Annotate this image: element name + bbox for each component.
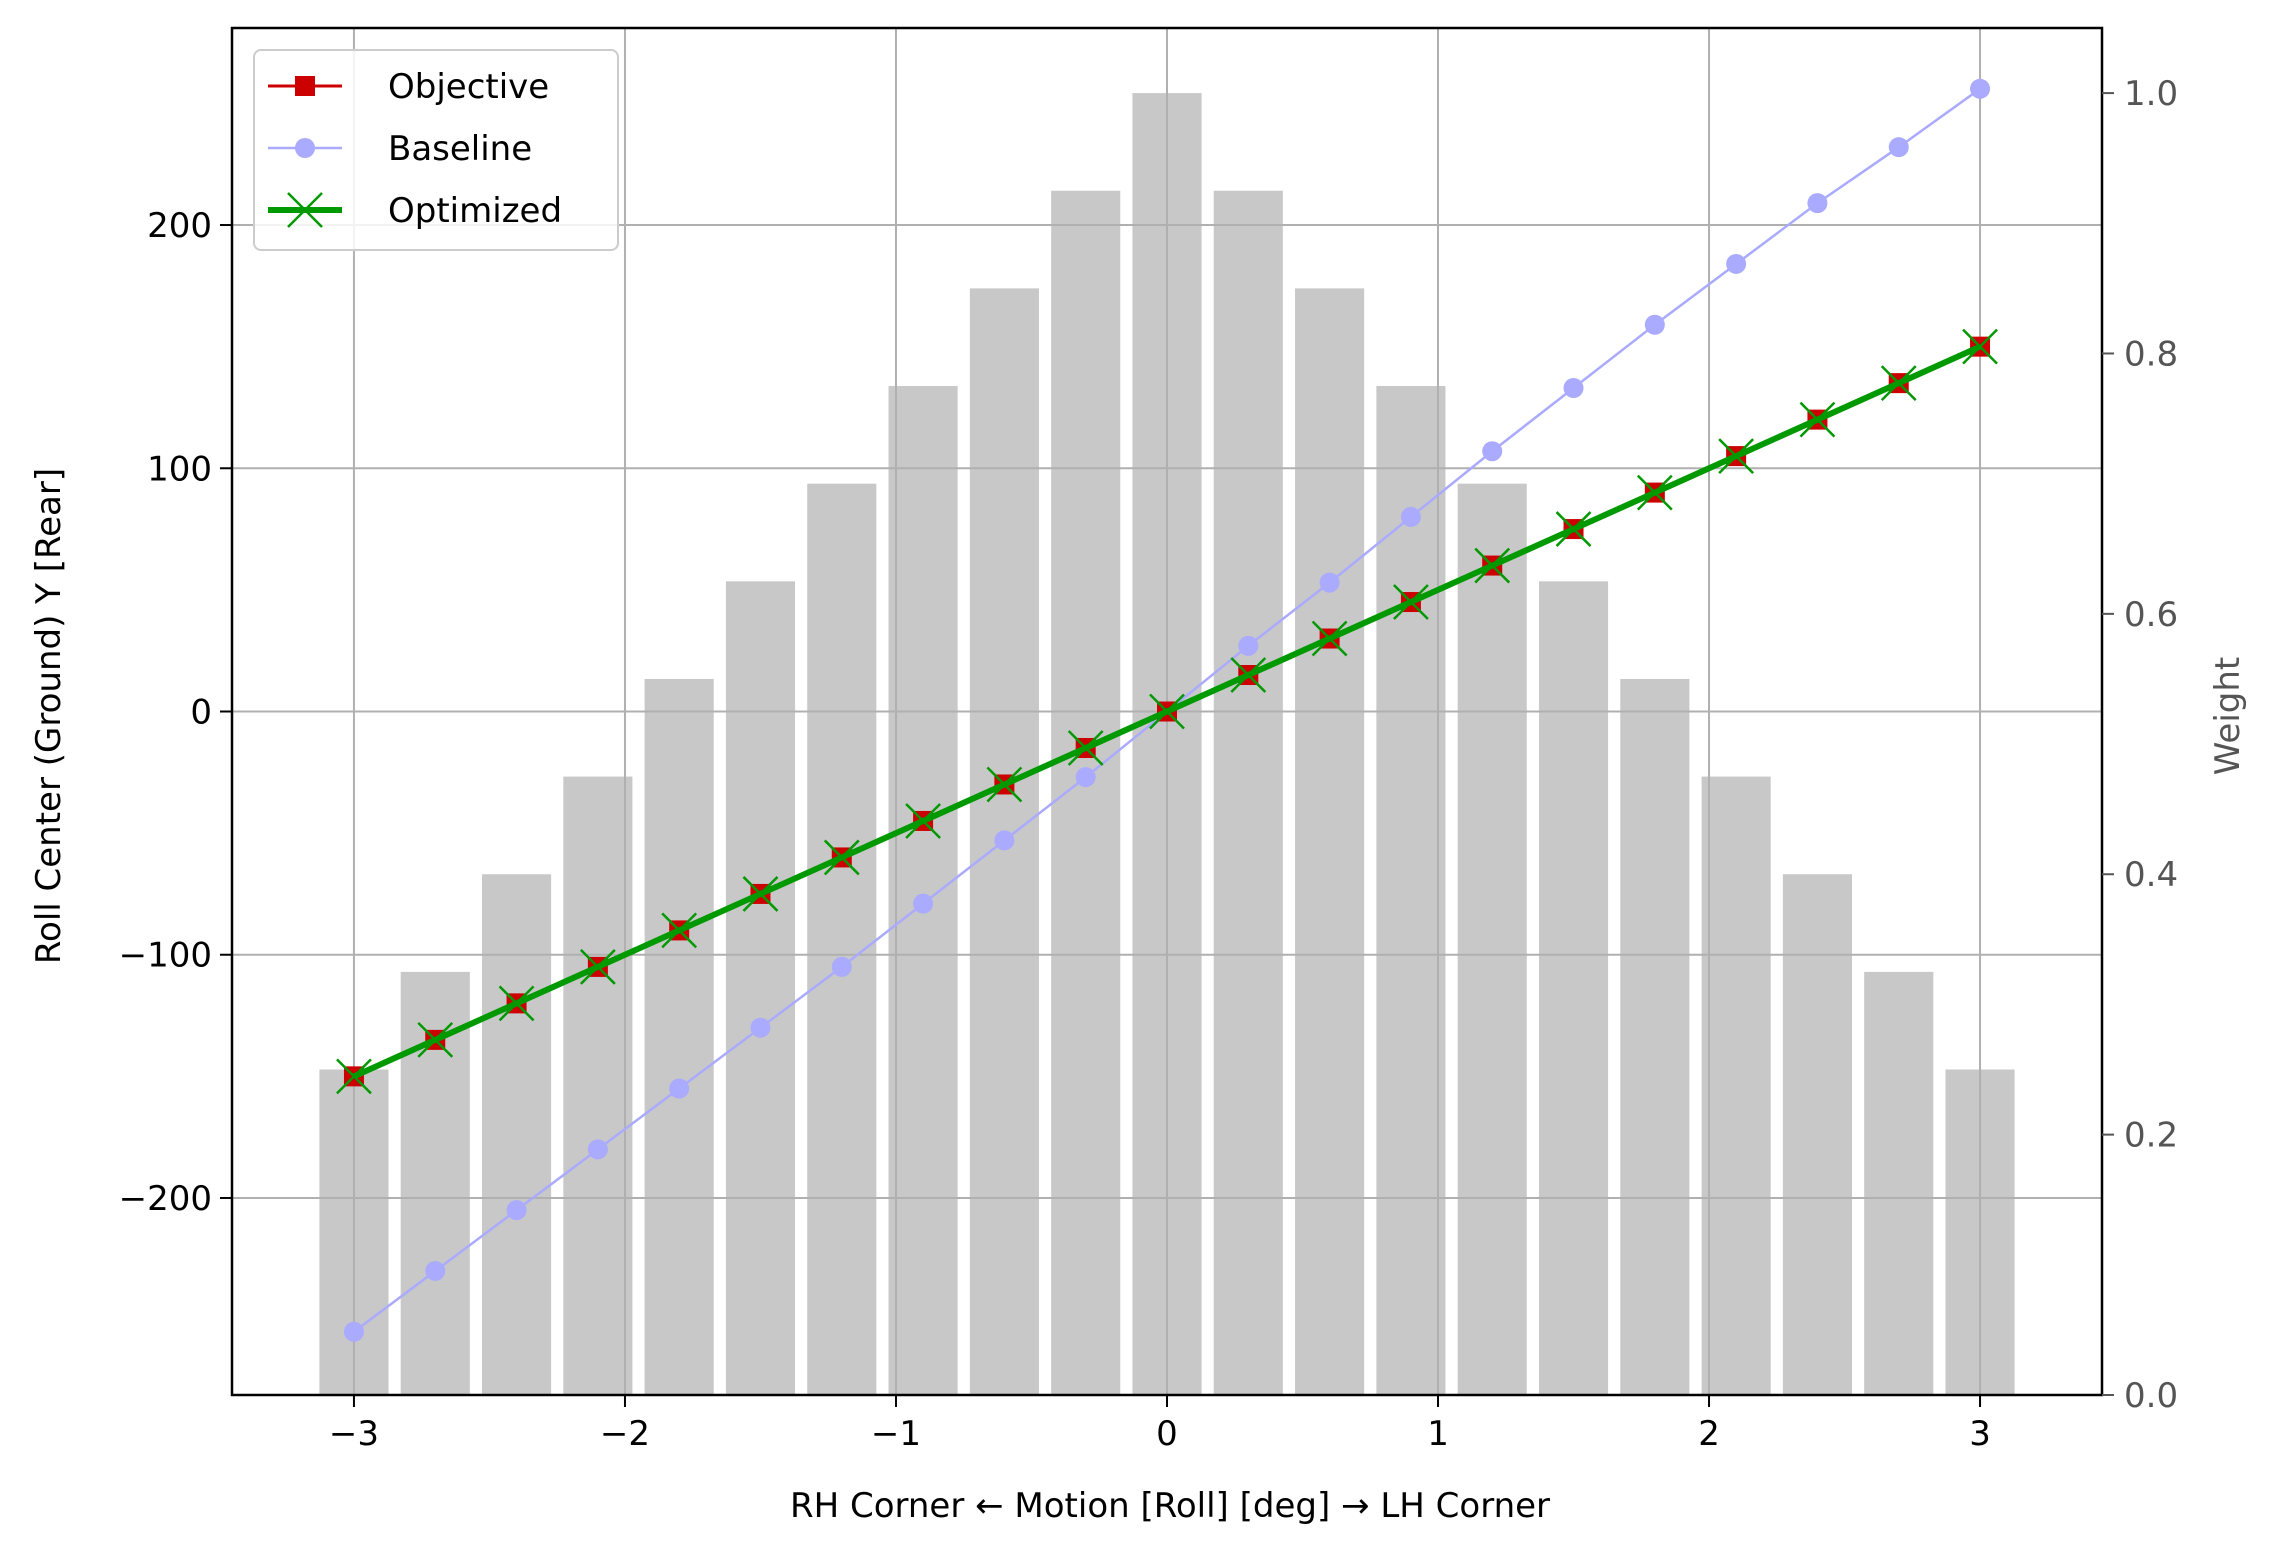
optimized-point (1718, 438, 1755, 474)
weight-bar (644, 678, 714, 1395)
y-tick-label: 200 (147, 206, 212, 246)
baseline-point (1238, 635, 1259, 656)
optimized-point (1880, 365, 1917, 402)
weight-bar (1213, 190, 1283, 1396)
baseline-point (994, 830, 1015, 851)
weight-bar (1295, 288, 1365, 1395)
baseline-point (587, 1139, 608, 1160)
baseline-point (1563, 377, 1584, 398)
baseline-point (1970, 78, 1991, 99)
baseline-point (1482, 441, 1503, 462)
tick-marks: −3 −2 −1 0 1 2 3 −200 −100 0 100 200 0.0 0.2 0.4 0.6 0.8… (119, 74, 2178, 1454)
legend: Objective Baseline Optimized (253, 49, 619, 251)
optimized-point (336, 1058, 372, 1095)
weight-bar (1701, 776, 1771, 1395)
weight-bar (888, 386, 958, 1395)
y2-tick-label: 0.2 (2124, 1116, 2178, 1156)
y-axis-label: Roll Center (Ground) Y [Rear] (29, 468, 69, 964)
baseline-point (913, 893, 934, 914)
baseline-point (1888, 137, 1909, 158)
y-tick-label: 100 (147, 449, 212, 489)
legend-label: Baseline (388, 129, 532, 169)
baseline-point (1075, 767, 1096, 788)
optimized-point (1393, 584, 1429, 620)
y-tick-label: −200 (119, 1179, 212, 1219)
x-tick-label: 2 (1698, 1414, 1720, 1454)
weight-bar (482, 874, 552, 1395)
baseline-point (831, 956, 852, 977)
baseline-point (343, 1321, 364, 1342)
optimized-point (661, 912, 698, 949)
optimized-point (823, 839, 860, 876)
legend-marker-optimized (287, 192, 323, 228)
weight-bars (319, 93, 2015, 1396)
x-axis-label: RH Corner ← Motion [Roll] [deg] → LH Cor… (790, 1486, 1550, 1526)
legend-marker-baseline (295, 138, 315, 158)
baseline-point (1400, 506, 1421, 527)
optimized-point (417, 1021, 454, 1058)
x-tick-label: 0 (1156, 1414, 1178, 1454)
optimized-point (1962, 328, 1998, 365)
x-tick-label: −2 (600, 1414, 650, 1454)
baseline-point (425, 1260, 446, 1281)
weight-bar (1051, 190, 1121, 1396)
optimized-point (1230, 657, 1267, 693)
optimized-point (1149, 693, 1185, 730)
axis-labels: RH Corner ← Motion [Roll] [deg] → LH Cor… (29, 468, 2248, 1526)
optimized-point (1555, 511, 1592, 547)
weight-bar (725, 581, 796, 1395)
y-tick-label: −100 (119, 936, 212, 976)
y2-tick-label: 0.8 (2124, 334, 2178, 374)
y2-tick-label: 0.6 (2124, 595, 2178, 635)
weight-bar (1376, 386, 1446, 1395)
series-lines (336, 78, 1998, 1342)
baseline-point (669, 1078, 690, 1099)
weight-bar (563, 776, 633, 1395)
y2-tick-label: 0.0 (2124, 1376, 2178, 1416)
optimized-point (579, 949, 616, 985)
optimized-point (1636, 474, 1673, 511)
optimized-point (1474, 547, 1511, 584)
legend-label: Optimized (388, 191, 562, 231)
weight-bar (807, 483, 877, 1396)
baseline-point (506, 1200, 527, 1221)
weight-bar (1538, 581, 1609, 1395)
optimized-point (742, 876, 779, 912)
weight-bar (1864, 971, 1934, 1395)
y2-tick-label: 0.4 (2124, 855, 2178, 895)
optimized-point (1067, 730, 1104, 766)
legend-box (253, 49, 619, 251)
baseline-point (1726, 253, 1747, 274)
y2-tick-label: 1.0 (2124, 74, 2178, 114)
optimized-point (986, 766, 1023, 803)
y-tick-label: 0 (190, 693, 212, 733)
legend-marker-objective (295, 76, 315, 96)
optimized-point (1799, 401, 1836, 438)
optimized-point (905, 803, 941, 839)
legend-label: Objective (388, 67, 549, 107)
baseline-point (1807, 193, 1828, 214)
x-tick-label: −3 (329, 1414, 379, 1454)
weight-bar (1620, 678, 1690, 1395)
optimized-point (498, 985, 535, 1022)
weight-bar (1457, 483, 1527, 1396)
x-tick-label: −1 (871, 1414, 921, 1454)
baseline-point (1319, 572, 1340, 593)
x-tick-label: 3 (1969, 1414, 1991, 1454)
weight-bar (1782, 874, 1852, 1395)
x-tick-label: 1 (1427, 1414, 1449, 1454)
optimized-point (1311, 620, 1348, 657)
y2-axis-label: Weight (2208, 657, 2248, 775)
baseline-point (750, 1017, 771, 1038)
baseline-point (1644, 314, 1665, 335)
